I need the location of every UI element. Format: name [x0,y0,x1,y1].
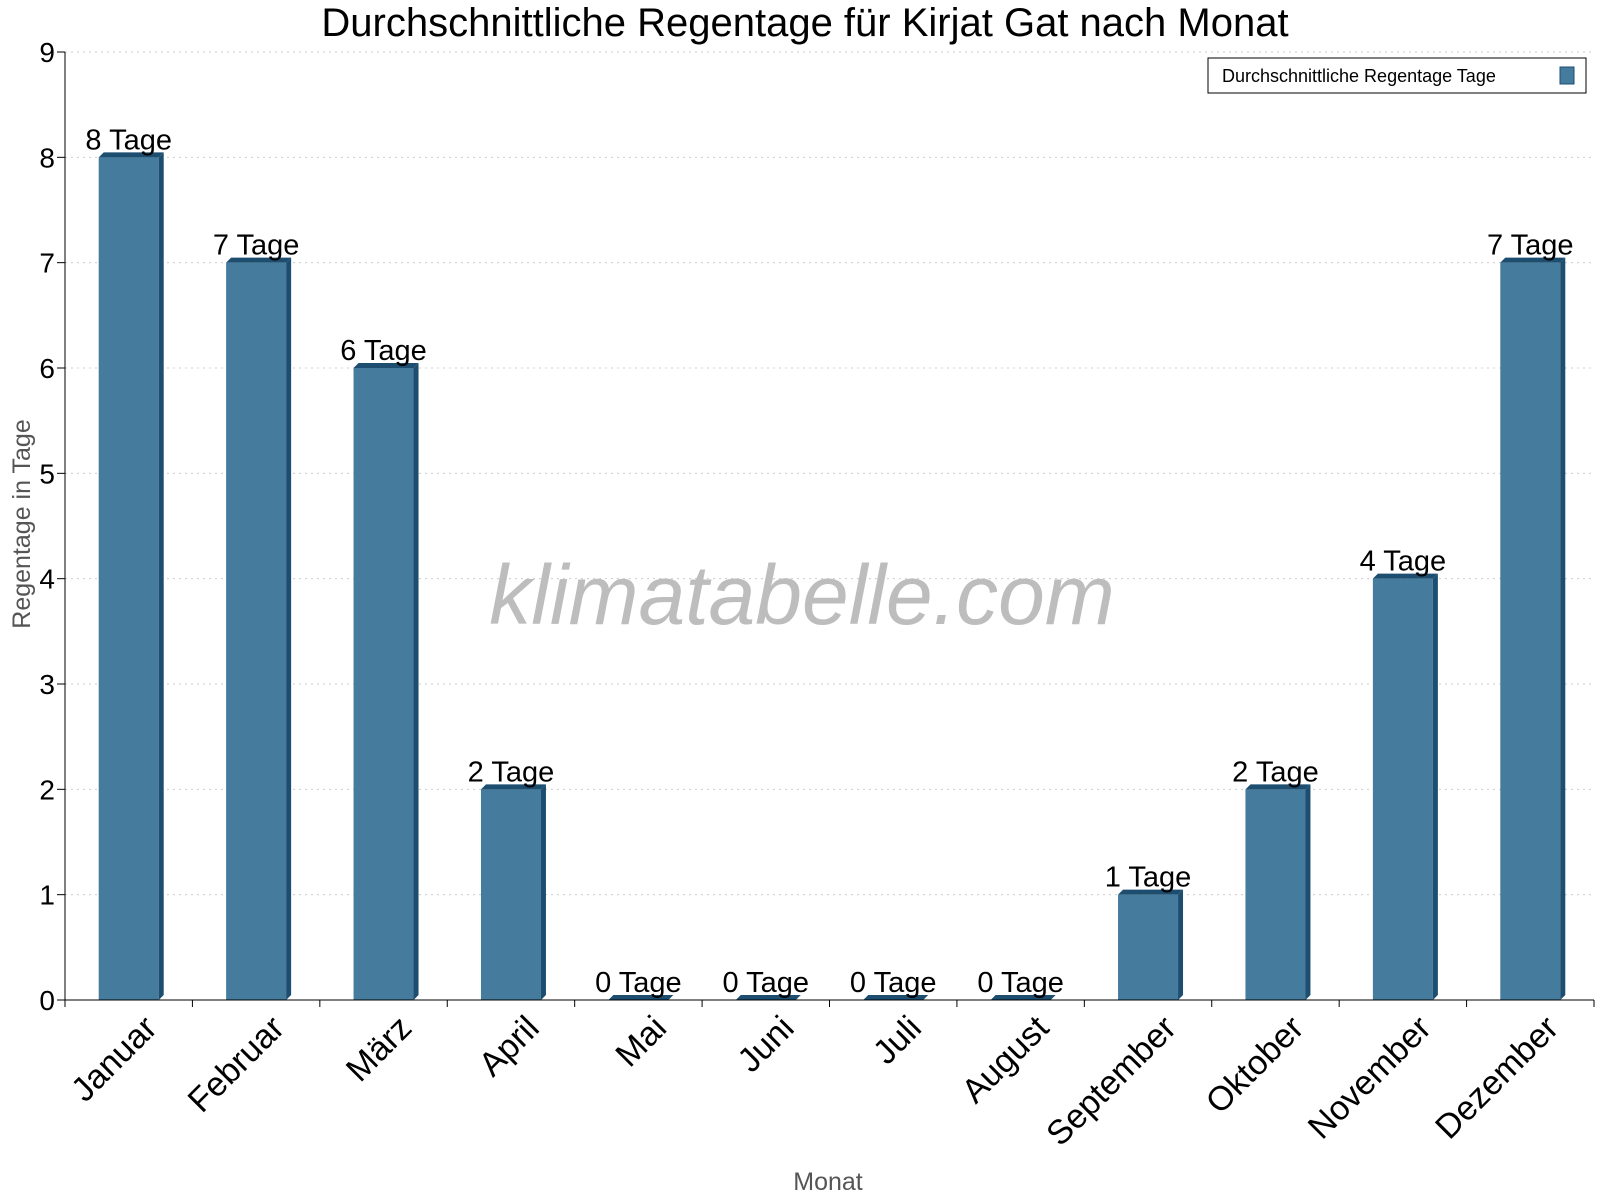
data-label: 2 Tage [1232,756,1319,788]
bar-top [1245,784,1311,790]
bar-top [735,995,801,1000]
data-label: 2 Tage [468,756,555,788]
x-tick-label: Juni [730,1009,801,1080]
bar-top [990,995,1056,1000]
legend-swatch [1559,66,1575,85]
bar-face [98,157,159,1001]
bar-side [1305,784,1311,1000]
data-label: 7 Tage [1487,230,1574,262]
data-label: 6 Tage [340,335,427,367]
bar [990,995,1056,1000]
y-tick-label: 8 [39,142,55,173]
x-tick-label: Mai [608,1009,674,1075]
bar [480,784,546,1000]
axes [57,51,1595,1007]
data-label: 0 Tage [595,967,682,999]
x-tick-label: Oktober [1199,1009,1311,1121]
data-label: 0 Tage [723,967,810,999]
legend-label: Durchschnittliche Regentage Tage [1222,66,1496,86]
data-label: 4 Tage [1360,546,1447,578]
x-tick-label: Februar [181,1009,292,1120]
bar [1245,784,1311,1000]
legend-box [1207,57,1587,94]
bars-group [98,152,1566,1001]
bar [608,995,674,1000]
data-label: 8 Tage [85,124,172,156]
bar-top [1372,573,1438,579]
x-tick-label: April [472,1009,547,1084]
bar-top [1500,257,1566,263]
x-tick-label: März [339,1009,419,1089]
bar-side [413,363,419,1000]
legend: Durchschnittliche Regentage Tage [1207,57,1587,94]
x-tick-label: September [1039,1009,1183,1153]
x-tick-label: Januar [64,1009,164,1109]
x-tick-label: August [955,1008,1057,1110]
x-tick-label: Dezember [1428,1009,1566,1147]
bar-face [480,789,541,1000]
y-tick-label: 5 [39,458,55,489]
bar-top [226,257,292,263]
y-tick-label: 0 [39,985,55,1016]
bar-top [480,784,546,790]
x-tick-label: November [1301,1009,1439,1147]
x-tick-label: Juli [866,1009,929,1072]
y-tick-label: 3 [39,669,55,700]
x-axis-label: Monat [793,1168,863,1196]
data-label: 7 Tage [213,230,300,262]
bar-top [863,995,929,1000]
bar-side [1560,257,1566,1001]
y-tick-label: 2 [39,774,55,805]
y-tick-label: 1 [39,880,55,911]
data-label: 0 Tage [977,967,1064,999]
bar [1500,257,1566,1001]
y-tick-label: 4 [39,564,55,595]
bar-face [1500,262,1561,1001]
bar [1118,889,1184,1000]
data-labels: 8 Tage 7 Tage 6 Tage 2 Tage 0 Tage 0 Tage 0 Ta… [85,124,1573,999]
bar [1372,573,1438,1000]
bar-top [353,363,419,368]
bar [735,995,801,1000]
bar-top [608,995,674,1000]
bar [98,152,164,1001]
bar-face [1372,578,1433,1000]
data-label: 1 Tage [1105,862,1192,894]
bar-side [158,152,164,1001]
bar-top [98,152,164,158]
bar-side [1178,889,1184,1000]
y-tick-label: 9 [39,37,55,68]
bar-face [226,262,287,1001]
data-label: 0 Tage [850,967,937,999]
bar [226,257,292,1001]
bar-face [1118,894,1179,1000]
grid-lines [65,51,1594,896]
bar [353,363,419,1000]
bar [863,995,929,1000]
bar-side [540,784,546,1000]
y-axis-label: Regentage in Tage [8,419,36,628]
bar-face [353,368,414,1000]
bar-side [1432,573,1438,1000]
y-tick-label: 7 [39,248,55,279]
y-tick-label: 6 [39,353,55,384]
watermark-text: klimatabelle.com [489,548,1115,642]
bar-top [1118,889,1184,895]
bar-side [286,257,292,1001]
chart-title: Durchschnittliche Regentage für Kirjat G… [321,1,1288,45]
bar-face [1245,789,1306,1000]
